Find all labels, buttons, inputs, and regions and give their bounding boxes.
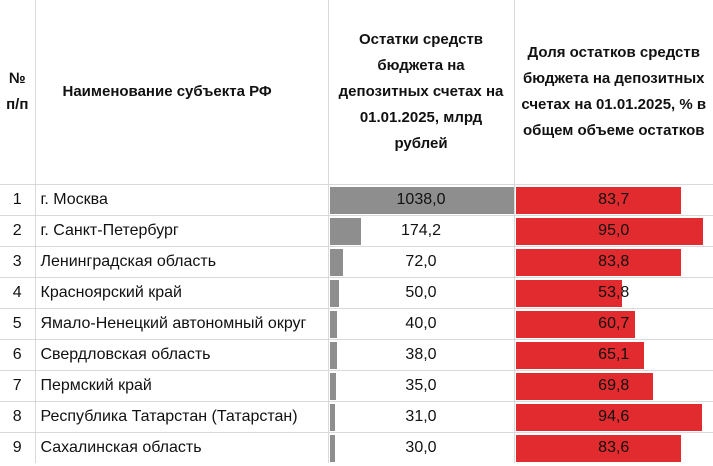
share-bar (515, 280, 622, 307)
region-name: г. Санкт-Петербург (35, 215, 329, 247)
remain-cell: 30,0 (328, 432, 515, 463)
share-value: 65,1 (598, 346, 630, 363)
remain-cell: 38,0 (328, 339, 515, 371)
share-value: 60,7 (598, 315, 630, 332)
remain-bar (329, 218, 361, 245)
remain-cell: 1038,0 (328, 184, 515, 216)
remain-cell: 40,0 (328, 308, 515, 340)
remain-bar (329, 311, 337, 338)
remain-cell: 72,0 (328, 246, 515, 278)
table-row: 8 Республика Татарстан (Татарстан) 31,0 94,… (0, 401, 713, 433)
remain-value: 35,0 (405, 377, 437, 394)
remain-bar (329, 280, 339, 307)
table-row: 3 Ленинградская область 72,0 83,8 (0, 246, 713, 278)
remain-bar (329, 404, 335, 431)
row-number: 8 (0, 401, 36, 433)
remain-bar (329, 373, 336, 400)
table-row: 1 г. Москва 1038,0 83,7 (0, 184, 713, 216)
region-name: Ямало-Ненецкий автономный округ (35, 308, 329, 340)
share-value: 53,8 (598, 284, 630, 301)
remain-value: 40,0 (405, 315, 437, 332)
row-number: 1 (0, 184, 36, 216)
region-name: Пермский край (35, 370, 329, 402)
table-row: 5 Ямало-Ненецкий автономный округ 40,0 60,7 (0, 308, 713, 340)
share-value: 94,6 (598, 408, 630, 425)
share-bar (515, 187, 681, 214)
region-name: Красноярский край (35, 277, 329, 309)
remain-value: 50,0 (405, 284, 437, 301)
share-cell: 94,6 (514, 401, 713, 433)
region-name: Республика Татарстан (Татарстан) (35, 401, 329, 433)
share-bar (515, 373, 653, 400)
header-remain: Остатки средств бюджета на депозитных сч… (328, 0, 515, 185)
remain-bar (329, 249, 343, 276)
header-num: № п/п (0, 0, 36, 185)
remain-value: 174,2 (400, 222, 442, 239)
share-cell: 83,7 (514, 184, 713, 216)
remain-cell: 35,0 (328, 370, 515, 402)
share-cell: 53,8 (514, 277, 713, 309)
table-body: 1 г. Москва 1038,0 83,7 2 г. Санкт-Петербург 1… (0, 184, 713, 463)
remain-value: 1038,0 (396, 191, 446, 208)
remain-value: 31,0 (405, 408, 437, 425)
share-bar (515, 435, 681, 462)
remain-bar (329, 342, 337, 369)
remain-bar (329, 187, 514, 214)
share-cell: 65,1 (514, 339, 713, 371)
table-row: 9 Сахалинская область 30,0 83,6 (0, 432, 713, 463)
share-value: 83,8 (598, 253, 630, 270)
remain-bar (329, 435, 335, 462)
row-number: 9 (0, 432, 36, 463)
table-row: 4 Красноярский край 50,0 53,8 (0, 277, 713, 309)
share-bar (515, 342, 644, 369)
share-cell: 83,8 (514, 246, 713, 278)
share-cell: 60,7 (514, 308, 713, 340)
header-name: Наименование субъекта РФ (35, 0, 329, 185)
remain-value: 30,0 (405, 439, 437, 456)
row-number: 2 (0, 215, 36, 247)
remain-value: 38,0 (405, 346, 437, 363)
remain-cell: 50,0 (328, 277, 515, 309)
region-name: Сахалинская область (35, 432, 329, 463)
share-cell: 83,6 (514, 432, 713, 463)
share-cell: 69,8 (514, 370, 713, 402)
remain-value: 72,0 (405, 253, 437, 270)
share-value: 69,8 (598, 377, 630, 394)
row-number: 7 (0, 370, 36, 402)
remain-cell: 174,2 (328, 215, 515, 247)
remain-cell: 31,0 (328, 401, 515, 433)
share-bar (515, 218, 703, 245)
region-name: Ленинградская область (35, 246, 329, 278)
row-number: 3 (0, 246, 36, 278)
share-bar (515, 249, 681, 276)
row-number: 5 (0, 308, 36, 340)
header-row: № п/п Наименование субъекта РФ Остатки с… (0, 0, 713, 185)
share-bar (515, 311, 635, 338)
table-row: 6 Свердловская область 38,0 65,1 (0, 339, 713, 371)
row-number: 4 (0, 277, 36, 309)
header-share: Доля остатков средств бюджета на депозит… (514, 0, 713, 185)
table-row: 7 Пермский край 35,0 69,8 (0, 370, 713, 402)
region-name: г. Москва (35, 184, 329, 216)
share-value: 83,7 (598, 191, 630, 208)
table-row: 2 г. Санкт-Петербург 174,2 95,0 (0, 215, 713, 247)
share-bar (515, 404, 702, 431)
region-name: Свердловская область (35, 339, 329, 371)
share-value: 83,6 (598, 439, 630, 456)
row-number: 6 (0, 339, 36, 371)
share-value: 95,0 (598, 222, 630, 239)
share-cell: 95,0 (514, 215, 713, 247)
